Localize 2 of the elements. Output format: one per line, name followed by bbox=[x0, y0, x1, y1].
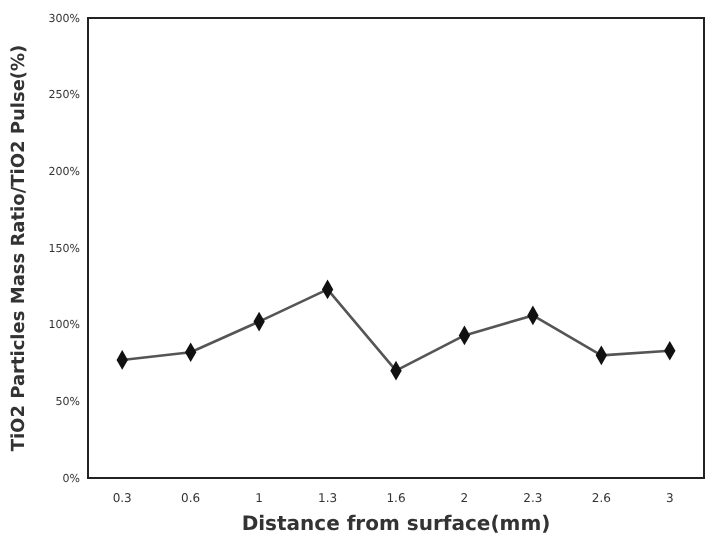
y-axis-title: TiO2 Particles Mass Ratio/TiO2 Pulse(%) bbox=[10, 44, 30, 452]
x-axis-title: Distance from surface(mm) bbox=[241, 514, 551, 536]
